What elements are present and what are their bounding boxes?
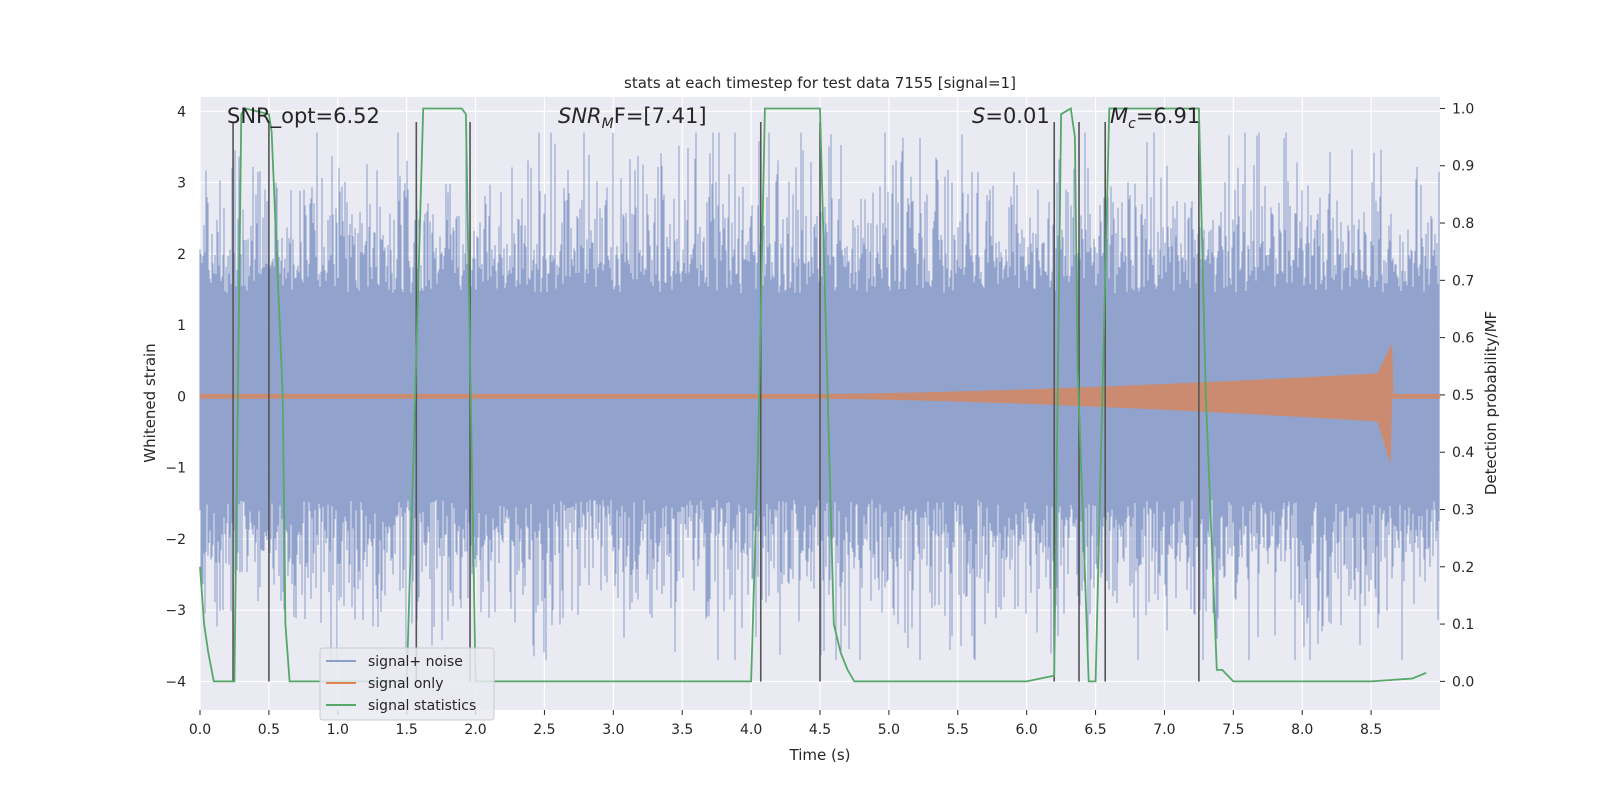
legend-frame <box>319 647 495 721</box>
x-tick-label: 0.0 <box>189 722 211 738</box>
snr-opt-annotation: SNR_opt=6.52 <box>227 104 380 129</box>
x-tick-label: 4.0 <box>740 722 762 738</box>
x-tick-label: 2.0 <box>464 722 486 738</box>
y-tick-label: −2 <box>165 532 186 548</box>
snr-mf-value: F=[7.41] <box>614 104 707 128</box>
x-tick-label: 5.0 <box>878 722 900 738</box>
signal-chirp <box>199 344 1441 464</box>
y-right-tick-label: 1.0 <box>1452 101 1474 117</box>
y-right-tick-label: 0.0 <box>1452 674 1474 690</box>
x-axis-label: Time (s) <box>789 746 851 764</box>
signal-statistics-series <box>199 107 1427 683</box>
chart-title: stats at each timestep for test data 715… <box>624 74 1016 92</box>
y-right-tick-label: 0.5 <box>1452 388 1474 404</box>
x-tick-label: 7.0 <box>1153 722 1175 738</box>
snr-mf-annotation: SNRMF=[7.41] <box>558 104 707 132</box>
mc-symbol: M <box>1110 104 1128 128</box>
y-tick-label: 3 <box>177 176 186 192</box>
y-axis-label-right: Detection probability/MF <box>1482 311 1500 495</box>
x-tick-label: 5.5 <box>947 722 969 738</box>
y-right-tick-label: 0.4 <box>1452 445 1474 461</box>
mc-subscript: c <box>1128 116 1136 132</box>
y-right-tick-label: 0.9 <box>1452 159 1474 175</box>
x-tick-label: 3.5 <box>671 722 693 738</box>
snr-mf-symbol: SNR <box>558 104 602 128</box>
legend-label-noise: signal+ noise <box>368 654 463 670</box>
y-right-tick-label: 0.1 <box>1452 617 1474 633</box>
x-tick-label: 3.0 <box>602 722 624 738</box>
s-annotation: S=0.01 <box>972 104 1050 128</box>
x-tick-label: 6.5 <box>1084 722 1106 738</box>
y-tick-label: 2 <box>177 247 186 263</box>
y-tick-label: 0 <box>177 389 186 405</box>
y-right-tick-label: 0.6 <box>1452 331 1474 347</box>
y-axis-ticks-right: 0.0 0.1 0.2 0.3 0.4 0.5 0.6 0.7 0.8 0.9 1.0 <box>1440 101 1474 690</box>
x-axis-ticks: 0.0 0.5 1.0 1.5 2.0 2.5 3.0 3.5 4.0 4.5 5.0 5.5 6.0 6… <box>189 710 1382 738</box>
y-axis-ticks-left: −4 −3 −2 −1 0 1 2 3 4 <box>165 104 186 690</box>
x-tick-label: 1.0 <box>327 722 349 738</box>
y-tick-label: 1 <box>177 318 186 334</box>
y-axis-label: Whitened strain <box>141 343 159 462</box>
x-tick-label: 6.0 <box>1016 722 1038 738</box>
y-right-tick-label: 0.8 <box>1452 216 1474 232</box>
x-tick-label: 8.5 <box>1360 722 1382 738</box>
legend-label-signal: signal only <box>368 676 443 692</box>
y-tick-label: −3 <box>165 603 186 619</box>
snr-mf-subscript: M <box>602 116 614 132</box>
y-tick-label: 4 <box>177 104 186 120</box>
signal-only-series <box>199 344 1441 464</box>
y-right-tick-label: 0.3 <box>1452 502 1474 518</box>
x-tick-label: 4.5 <box>809 722 831 738</box>
x-tick-label: 7.5 <box>1222 722 1244 738</box>
s-symbol: S <box>972 104 985 128</box>
legend: signal+ noise signal only signal statist… <box>319 647 495 721</box>
legend-label-stats: signal statistics <box>368 698 476 714</box>
x-tick-label: 0.5 <box>258 722 280 738</box>
s-value: =0.01 <box>985 104 1049 128</box>
x-tick-label: 8.0 <box>1291 722 1313 738</box>
y-tick-label: −4 <box>165 674 186 690</box>
x-tick-label: 2.5 <box>533 722 555 738</box>
x-tick-label: 1.5 <box>396 722 418 738</box>
mc-value: =6.91 <box>1136 104 1200 128</box>
y-right-tick-label: 0.2 <box>1452 560 1474 576</box>
y-tick-label: −1 <box>165 461 186 477</box>
mc-annotation: Mc=6.91 <box>1110 104 1200 132</box>
y-right-tick-label: 0.7 <box>1452 273 1474 289</box>
statistics-line <box>199 107 1427 683</box>
